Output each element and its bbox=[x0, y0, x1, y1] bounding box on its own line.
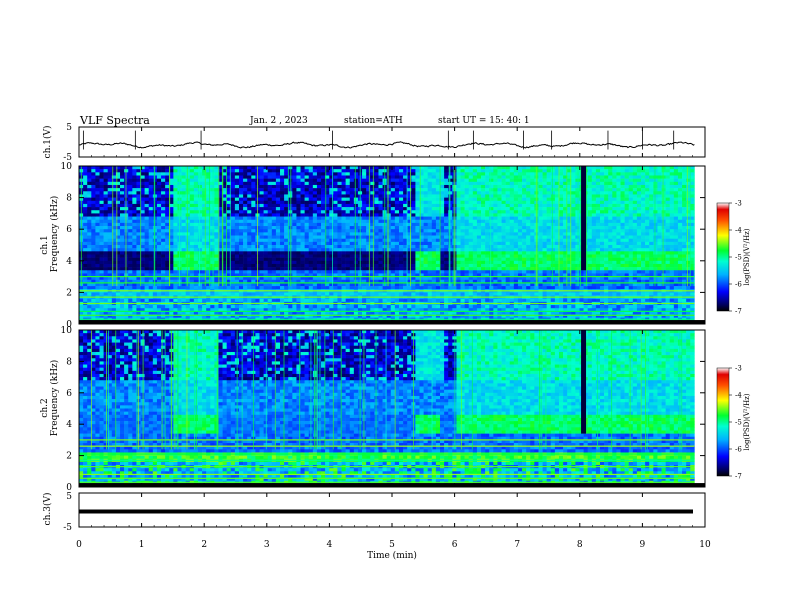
time-axis-tick-label: 0 bbox=[76, 540, 82, 550]
ch1-colorbar: -3 -4 -5 -6 -7 log(PSD)(V²/Hz) bbox=[716, 200, 751, 316]
time-axis-tick-label: 3 bbox=[264, 540, 270, 550]
ch1-waveform-trace bbox=[79, 141, 695, 149]
ch3-ylabel: ch.3(V) bbox=[42, 493, 53, 526]
ch2-freq-ytick: 10 bbox=[61, 326, 73, 336]
figure-title: VLF Spectra bbox=[79, 114, 150, 127]
ch3-ytick-top: 5 bbox=[66, 492, 72, 502]
ch2-colorbar-tick: -5 bbox=[735, 419, 742, 427]
ch1-freq-ytick: 8 bbox=[66, 194, 72, 204]
ch1-freq-ylabel: Frequency (kHz) bbox=[49, 196, 60, 273]
ch2-freq-ytick: 6 bbox=[66, 389, 72, 399]
date-label: Jan. 2 , 2023 bbox=[249, 116, 308, 126]
ch1-ytick-top: 5 bbox=[66, 123, 72, 133]
ch1-spectrogram-panel: 0 2 4 6 8 10 Frequency (kHz) ch.1 -3 -4 -5 -6 -7 … bbox=[40, 162, 751, 330]
ch1-freq-ytick: 6 bbox=[66, 225, 72, 235]
ch2-spectrogram-image bbox=[79, 330, 705, 488]
ch1-freq-ytick: 2 bbox=[66, 288, 72, 298]
station-label: station=ATH bbox=[344, 116, 403, 126]
ch2-freq-ytick: 4 bbox=[66, 420, 72, 430]
ch1-channel-label: ch.1 bbox=[40, 235, 50, 254]
time-axis: 0 1 2 3 4 5 6 7 8 9 10 bbox=[76, 127, 711, 550]
ch2-spectrogram-panel: 0 2 4 6 8 10 Frequency (kHz) ch.2 -3 -4 -5 -6 -7 … bbox=[40, 326, 751, 493]
ch2-channel-label: ch.2 bbox=[40, 398, 50, 417]
ch2-colorbar-tick: -3 bbox=[735, 365, 742, 373]
ch2-colorbar: -3 -4 -5 -6 -7 log(PSD)(V²/Hz) bbox=[716, 365, 751, 481]
time-axis-label: Time (min) bbox=[367, 550, 417, 561]
start-time-label: start UT = 15: 40: 1 bbox=[438, 116, 530, 126]
time-axis-tick-label: 10 bbox=[699, 540, 711, 550]
ch2-freq-ytick: 8 bbox=[66, 357, 72, 367]
ch3-waveform-panel: 5 -5 ch.3(V) bbox=[42, 492, 706, 533]
ch2-freq-ylabel: Frequency (kHz) bbox=[49, 360, 60, 437]
ch1-ytick-bottom: -5 bbox=[63, 153, 72, 163]
ch2-freq-ytick: 2 bbox=[66, 452, 72, 462]
ch1-freq-ytick: 4 bbox=[66, 257, 72, 267]
time-axis-tick-label: 8 bbox=[577, 540, 583, 550]
time-axis-tick-label: 6 bbox=[452, 540, 458, 550]
time-axis-tick-label: 2 bbox=[201, 540, 207, 550]
ch2-colorbar-tick: -7 bbox=[735, 473, 742, 481]
ch2-colorbar-tick: -6 bbox=[735, 446, 742, 454]
ch1-colorbar-tick: -7 bbox=[735, 308, 742, 316]
time-axis-tick-label: 1 bbox=[139, 540, 145, 550]
ch3-ytick-bottom: -5 bbox=[63, 523, 72, 533]
ch2-colorbar-label: log(PSD)(V²/Hz) bbox=[743, 393, 751, 450]
ch1-freq-ytick: 10 bbox=[61, 162, 73, 172]
ch1-ylabel: ch.1(V) bbox=[42, 126, 53, 159]
time-axis-tick-label: 7 bbox=[514, 540, 520, 550]
time-axis-tick-label: 5 bbox=[389, 540, 395, 550]
ch2-freq-ytick: 0 bbox=[66, 483, 72, 493]
ch1-colorbar-tick: -4 bbox=[735, 227, 742, 235]
ch2-colorbar-tick: -4 bbox=[735, 392, 742, 400]
ch1-colorbar-tick: -3 bbox=[735, 200, 742, 208]
time-axis-tick-label: 9 bbox=[640, 540, 646, 550]
ch1-colorbar-tick: -6 bbox=[735, 281, 742, 289]
ch1-waveform-panel: 5 -5 ch.1(V) bbox=[42, 123, 706, 163]
ch1-freq-ytick: 0 bbox=[66, 320, 72, 330]
time-axis-tick-label: 4 bbox=[327, 540, 333, 550]
ch1-spectrogram-image bbox=[79, 166, 705, 325]
ch1-colorbar-label: log(PSD)(V²/Hz) bbox=[743, 228, 751, 285]
ch1-colorbar-tick: -5 bbox=[735, 254, 742, 262]
